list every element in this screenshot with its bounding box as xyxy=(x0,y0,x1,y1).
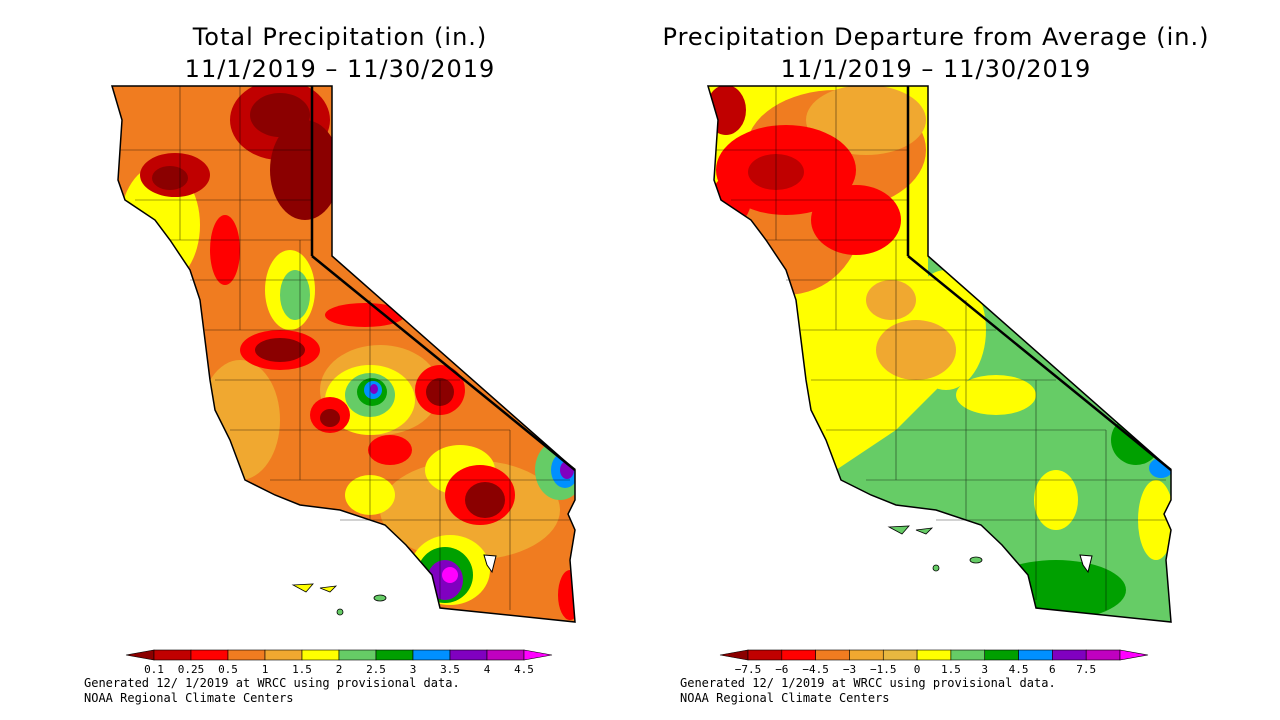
panel-title: Precipitation Departure from Average (in… xyxy=(662,23,1210,51)
legend-swatch xyxy=(301,649,340,661)
total-precipitation-panel: Total Precipitation (in.) 11/1/2019 – 11… xyxy=(40,0,640,720)
california-total-precip-map xyxy=(110,85,576,623)
legend-label: −4.5 xyxy=(802,663,829,676)
legend-swatch xyxy=(190,649,229,661)
legend-label: 3 xyxy=(410,663,417,676)
legend-label: 4.5 xyxy=(1009,663,1029,676)
legend-label: 1 xyxy=(262,663,269,676)
legend-swatch xyxy=(849,649,884,661)
legend-swatch xyxy=(486,649,525,661)
panel-date-range: 11/1/2019 – 11/30/2019 xyxy=(780,55,1092,83)
panel-title: Total Precipitation (in.) xyxy=(192,23,488,51)
legend-label: −3 xyxy=(843,663,856,676)
legend-swatch xyxy=(1119,649,1149,661)
legend-label: 3.5 xyxy=(440,663,460,676)
legend-swatch xyxy=(1085,649,1121,661)
legend-swatch xyxy=(984,649,1019,661)
legend-swatch xyxy=(449,649,488,661)
legend-swatch xyxy=(412,649,451,661)
source-credit: NOAA Regional Climate Centers xyxy=(84,691,294,705)
legend-swatch xyxy=(153,649,192,661)
legend-label: 1.5 xyxy=(941,663,961,676)
legend-label: 1.5 xyxy=(292,663,312,676)
source-credit: NOAA Regional Climate Centers xyxy=(680,691,890,705)
legend-swatch xyxy=(264,649,303,661)
legend-swatch xyxy=(916,649,952,661)
legend-swatch xyxy=(781,649,816,661)
legend-swatch xyxy=(882,649,918,661)
legend-label: 0.1 xyxy=(144,663,164,676)
legend-swatch xyxy=(375,649,414,661)
legend-swatch xyxy=(815,649,850,661)
legend-label: 0.5 xyxy=(218,663,238,676)
legend-swatch xyxy=(1052,649,1087,661)
legend-swatch xyxy=(523,649,553,661)
legend-label: 2 xyxy=(336,663,343,676)
precip-departure-panel: Precipitation Departure from Average (in… xyxy=(636,0,1236,720)
generated-note: Generated 12/ 1/2019 at WRCC using provi… xyxy=(680,676,1056,690)
legend-label: 2.5 xyxy=(366,663,386,676)
legend-label: 4.5 xyxy=(514,663,534,676)
legend-label: 3 xyxy=(981,663,988,676)
legend-label: 6 xyxy=(1049,663,1056,676)
legend-swatch xyxy=(227,649,266,661)
legend-swatch xyxy=(1018,649,1053,661)
legend-swatch xyxy=(719,649,749,661)
legend-label: 7.5 xyxy=(1076,663,1096,676)
legend-label: 0 xyxy=(914,663,921,676)
generated-note: Generated 12/ 1/2019 at WRCC using provi… xyxy=(84,676,460,690)
legend-swatch xyxy=(747,649,783,661)
panel-date-range: 11/1/2019 – 11/30/2019 xyxy=(184,55,496,83)
legend-label: 0.25 xyxy=(178,663,205,676)
california-departure-map xyxy=(706,85,1172,623)
legend-label: −1.5 xyxy=(870,663,897,676)
legend-swatch xyxy=(950,649,986,661)
legend-label: 4 xyxy=(484,663,491,676)
departure-legend: −7.5 −6 −4.5 −3 −1.5 0 1.5 3 4.5 6 7.5 xyxy=(719,649,1149,676)
legend-swatch xyxy=(338,649,377,661)
total-precip-legend: 0.1 0.25 0.5 1 1.5 2 2.5 3 3.5 4 4.5 xyxy=(125,649,553,676)
legend-label: −7.5 xyxy=(735,663,762,676)
legend-swatch xyxy=(125,649,155,661)
legend-label: −6 xyxy=(775,663,788,676)
